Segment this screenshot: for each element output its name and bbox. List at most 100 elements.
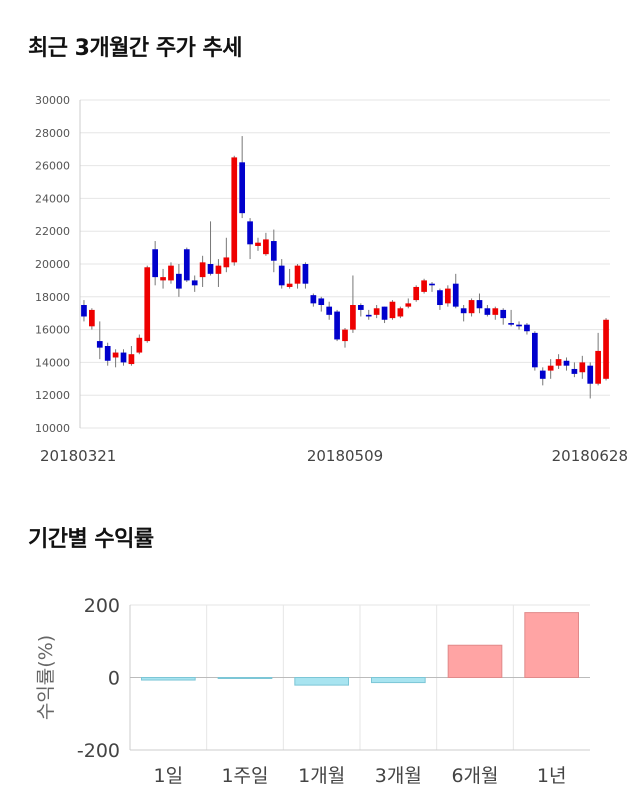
candle-body — [136, 337, 143, 353]
candle-body — [539, 370, 546, 379]
price-trend-title: 최근 3개월간 주가 추세 — [28, 36, 242, 61]
x-category-label: 6개월 — [451, 765, 498, 787]
candle-body — [460, 308, 467, 314]
y-tick-label: 12000 — [35, 389, 70, 402]
candle-body — [168, 265, 174, 281]
candle-body — [444, 288, 451, 304]
candle-body — [405, 303, 412, 307]
candle-body — [587, 365, 594, 384]
candle-body — [89, 309, 95, 327]
x-category-label: 1년 — [537, 765, 567, 787]
candle-body — [571, 368, 578, 374]
candle-body — [286, 283, 293, 287]
y-tick-label: 22000 — [35, 225, 70, 238]
y-tick-label: 24000 — [35, 192, 70, 205]
candle-body — [397, 308, 404, 317]
candle-body — [452, 283, 459, 307]
return-bar — [294, 677, 350, 686]
candle-body — [199, 262, 206, 278]
candle-body — [191, 280, 198, 286]
candle-body — [350, 305, 356, 330]
y-tick-label: 18000 — [35, 291, 70, 304]
y-tick-label: -200 — [77, 740, 120, 762]
candle-body — [310, 295, 317, 304]
candle-body — [484, 308, 491, 315]
candle-body — [96, 341, 103, 348]
y-tick-label: 26000 — [35, 160, 70, 173]
return-bar — [217, 677, 273, 679]
y-tick-label: 16000 — [35, 324, 70, 337]
x-category-label: 1주일 — [221, 765, 268, 787]
y-tick-label: 200 — [84, 595, 120, 617]
candle-body — [476, 300, 483, 309]
candle-body — [263, 239, 269, 255]
candle-body — [255, 242, 261, 246]
candle-body — [183, 249, 190, 281]
candlestick-chart: 10000 12000 14000 16000 18000 20000 22000 24000… — [35, 94, 628, 465]
candle-body — [500, 309, 507, 319]
returns-bar-chart: 200 0 -200 수익률(%) 1일 1주일 1개월 3개월 6개월 1년 — [35, 595, 590, 787]
y-tick-label: 10000 — [35, 422, 70, 435]
candle-body — [524, 324, 530, 332]
candle-body — [247, 221, 253, 245]
y-tick-label: 0 — [108, 668, 120, 690]
candle-body — [555, 359, 562, 366]
candle-body — [516, 324, 522, 327]
candle-body — [104, 346, 111, 361]
candle-body — [144, 267, 151, 342]
candle-body — [603, 319, 609, 379]
candle-body — [389, 301, 396, 319]
candle-body — [112, 352, 119, 358]
candle-body — [595, 350, 601, 384]
candle-body — [437, 290, 443, 305]
candle-body — [508, 323, 514, 325]
candle-body — [342, 329, 348, 342]
candle-body — [421, 280, 427, 292]
candle-body — [81, 305, 87, 317]
candle-body — [128, 354, 135, 365]
candle-body — [563, 360, 570, 366]
candle-body — [176, 273, 182, 289]
candle-body — [231, 157, 238, 263]
y-tick-label: 20000 — [35, 258, 70, 271]
candle-body — [318, 298, 325, 305]
y-axis-label: 수익률(%) — [35, 635, 57, 720]
y-tick-label: 14000 — [35, 356, 70, 369]
candle-body — [413, 286, 420, 301]
candle-body — [492, 308, 499, 315]
candle-body — [215, 265, 222, 274]
returns-title: 기간별 수익률 — [28, 527, 154, 552]
return-bar — [447, 644, 503, 678]
candle-body — [532, 332, 538, 368]
candle-body — [207, 264, 214, 274]
candle-body — [270, 241, 277, 261]
candle-body — [373, 308, 380, 315]
candle-body — [326, 306, 333, 315]
x-tick-label: 20180628 — [552, 447, 628, 465]
x-category-label: 3개월 — [375, 765, 422, 787]
x-category-label: 1일 — [154, 765, 184, 787]
candle-body — [579, 362, 586, 373]
candle-body — [294, 265, 301, 284]
candle-body — [468, 300, 475, 314]
candle-body — [239, 162, 246, 214]
return-bar — [524, 612, 579, 678]
candle-body — [302, 264, 309, 284]
candle-body — [152, 249, 158, 278]
candle-body — [160, 277, 166, 281]
return-bar — [371, 677, 426, 684]
candle-body — [429, 283, 435, 286]
candle-body — [120, 352, 127, 363]
candle-body — [334, 311, 340, 340]
x-tick-label: 20180509 — [307, 447, 383, 465]
y-tick-label: 28000 — [35, 127, 70, 140]
x-category-label: 1개월 — [298, 765, 345, 787]
candle-body — [365, 314, 372, 317]
x-tick-label: 20180321 — [40, 447, 116, 465]
y-tick-label: 30000 — [35, 94, 70, 107]
candle-body — [223, 257, 230, 268]
candle-body — [357, 305, 364, 310]
candle-body — [381, 306, 388, 320]
candle-body — [278, 265, 285, 286]
candle-body — [547, 365, 554, 371]
